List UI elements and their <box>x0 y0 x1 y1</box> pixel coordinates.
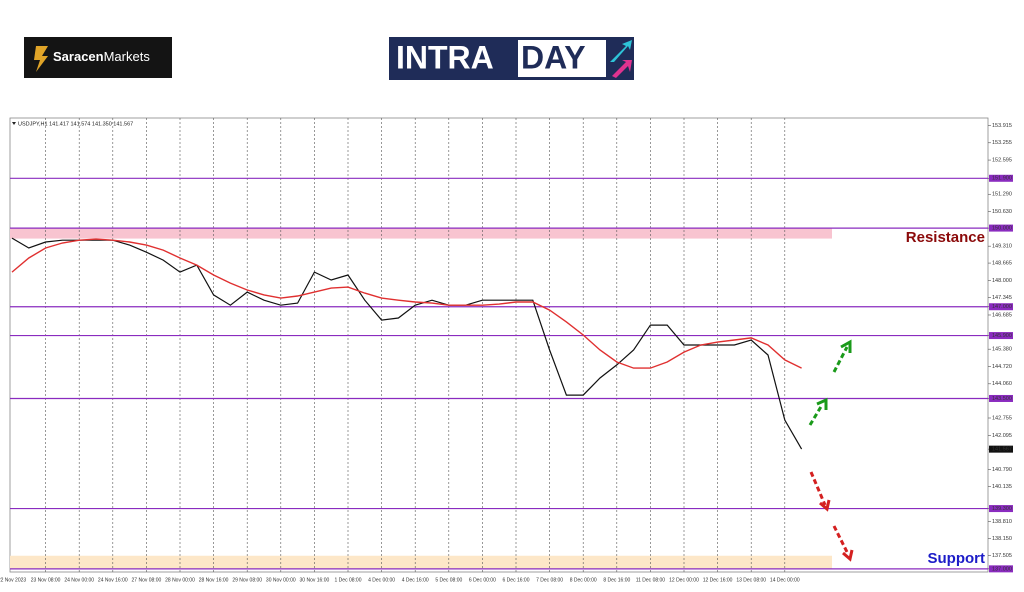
price-line <box>11 237 803 450</box>
x-tick-label: 6 Dec 16:00 <box>503 577 530 583</box>
y-tick-label: 147.345 <box>992 295 1012 301</box>
y-tick-label: 141.567 <box>992 447 1012 453</box>
arrow-head <box>819 499 831 512</box>
x-tick-label: 1 Dec 08:00 <box>335 577 362 583</box>
brand-name: SaracenMarkets <box>53 49 150 64</box>
price-line <box>11 238 802 369</box>
x-tick-label: 7 Dec 08:00 <box>536 577 563 583</box>
x-tick-label: 27 Nov 08:00 <box>132 577 162 583</box>
y-tick-label: 148.000 <box>992 278 1012 284</box>
y-tick-label: 148.665 <box>992 261 1012 267</box>
y-tick-label: 145.900 <box>992 333 1012 339</box>
arrow-up <box>832 346 849 373</box>
brand-part: Markets <box>104 49 151 64</box>
x-tick-label: 14 Dec 00:00 <box>770 577 800 583</box>
x-tick-label: 4 Dec 00:00 <box>368 577 395 583</box>
y-tick-label: 144.720 <box>992 364 1012 370</box>
y-tick-label: 147.000 <box>992 304 1012 310</box>
y-tick-label: 152.595 <box>992 158 1012 164</box>
y-tick-label: 146.685 <box>992 312 1012 318</box>
x-tick-label: 23 Nov 08:00 <box>31 577 61 583</box>
y-tick-label: 151.290 <box>992 192 1012 198</box>
x-tick-label: 12 Dec 16:00 <box>703 577 733 583</box>
y-tick-label: 150.630 <box>992 209 1012 215</box>
x-tick-label: 6 Dec 00:00 <box>469 577 496 583</box>
x-tick-label: 28 Nov 00:00 <box>165 577 195 583</box>
tick-highlight <box>989 505 1013 513</box>
y-tick-label: 153.255 <box>992 140 1012 146</box>
y-tick-label: 140.135 <box>992 484 1012 490</box>
arrow-head <box>842 549 854 562</box>
forecast-arrows <box>808 339 854 562</box>
x-tick-label: 4 Dec 16:00 <box>402 577 429 583</box>
y-tick-label: 153.915 <box>992 123 1012 129</box>
arrow-up <box>808 404 824 426</box>
y-tick-label: 139.300 <box>992 506 1012 512</box>
y-tick-label: 149.310 <box>992 244 1012 250</box>
y-tick-label: 145.380 <box>992 347 1012 353</box>
y-tick-label: 138.810 <box>992 519 1012 525</box>
brand-icon <box>34 46 48 72</box>
tick-highlight <box>989 303 1013 311</box>
y-tick-label: 151.900 <box>992 176 1012 182</box>
y-tick-label: 138.150 <box>992 536 1012 542</box>
tick-highlight <box>989 332 1013 340</box>
brand-box <box>24 37 172 78</box>
x-tick-label: 8 Dec 16:00 <box>603 577 630 583</box>
y-tick-label: 137.505 <box>992 553 1012 559</box>
x-tick-label: 22 Nov 2023 <box>0 577 26 583</box>
tick-highlight <box>989 224 1013 232</box>
arrow-head <box>816 397 828 410</box>
symbol-info: USDJPY,H1 141.417 141.574 141.350 141.56… <box>18 121 133 127</box>
arrow-head <box>840 339 852 353</box>
x-tick-label: 30 Nov 00:00 <box>266 577 296 583</box>
banner-text: DAY <box>521 39 586 75</box>
x-tick-label: 24 Nov 00:00 <box>64 577 94 583</box>
plot-frame <box>9 117 989 573</box>
x-tick-label: 11 Dec 08:00 <box>636 577 666 583</box>
x-tick-label: 12 Dec 00:00 <box>669 577 699 583</box>
banner-text: INTRA <box>396 39 494 75</box>
zone <box>10 555 832 569</box>
y-tick-label: 142.755 <box>992 415 1012 421</box>
banner-highlight <box>518 40 606 77</box>
banner-arrow <box>610 40 632 62</box>
y-tick-label: 143.500 <box>992 396 1012 402</box>
info-marker <box>12 122 16 125</box>
y-tick-label: 144.060 <box>992 381 1012 387</box>
x-tick-label: 13 Dec 08:00 <box>736 577 766 583</box>
arrow-down <box>809 471 827 506</box>
y-tick-label: 140.790 <box>992 467 1012 473</box>
x-tick-label: 29 Nov 08:00 <box>232 577 262 583</box>
plot: 22 Nov 2023 23 Nov 08:00 24 Nov 00:00 24 No… <box>0 118 1013 583</box>
banner-arrow <box>612 60 632 78</box>
x-tick-label: 8 Dec 00:00 <box>570 577 597 583</box>
x-tick-label: 5 Dec 08:00 <box>435 577 462 583</box>
tick-highlight <box>989 394 1013 402</box>
annotation: Support <box>928 550 986 567</box>
tick-highlight <box>989 174 1013 182</box>
x-tick-label: 24 Nov 16:00 <box>98 577 128 583</box>
y-tick-label: 150.000 <box>992 226 1012 232</box>
tick-highlight <box>989 565 1013 573</box>
y-tick-label: 137.000 <box>992 566 1012 572</box>
y-tick-label: 142.095 <box>992 433 1012 439</box>
x-tick-label: 30 Nov 16:00 <box>300 577 330 583</box>
annotation: Resistance <box>906 229 985 246</box>
tick-highlight <box>989 445 1013 453</box>
zone <box>10 228 832 239</box>
x-tick-label: 28 Nov 16:00 <box>199 577 229 583</box>
brand-part: Saracen <box>53 49 104 64</box>
arrow-down <box>832 525 850 555</box>
